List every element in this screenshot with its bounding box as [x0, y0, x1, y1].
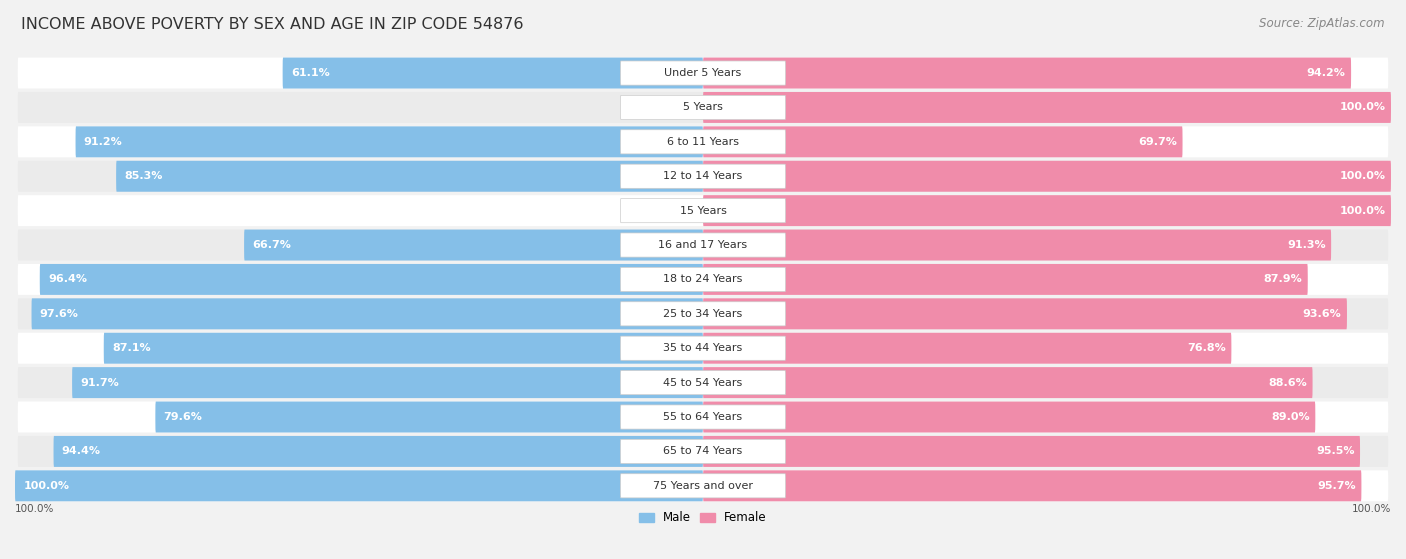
FancyBboxPatch shape: [18, 126, 1388, 157]
Text: 25 to 34 Years: 25 to 34 Years: [664, 309, 742, 319]
FancyBboxPatch shape: [703, 333, 1232, 364]
Text: 100.0%: 100.0%: [24, 481, 69, 491]
Text: 97.6%: 97.6%: [39, 309, 79, 319]
Text: 100.0%: 100.0%: [1351, 504, 1391, 514]
FancyBboxPatch shape: [53, 436, 703, 467]
FancyBboxPatch shape: [245, 230, 703, 260]
FancyBboxPatch shape: [703, 401, 1316, 433]
Text: 100.0%: 100.0%: [1340, 206, 1385, 216]
Text: 75 Years and over: 75 Years and over: [652, 481, 754, 491]
Text: 61.1%: 61.1%: [291, 68, 329, 78]
Text: 95.5%: 95.5%: [1316, 447, 1354, 456]
FancyBboxPatch shape: [76, 126, 703, 157]
FancyBboxPatch shape: [155, 401, 703, 433]
FancyBboxPatch shape: [620, 61, 786, 85]
FancyBboxPatch shape: [15, 470, 703, 501]
FancyBboxPatch shape: [703, 436, 1360, 467]
Text: 76.8%: 76.8%: [1187, 343, 1226, 353]
FancyBboxPatch shape: [117, 161, 703, 192]
FancyBboxPatch shape: [18, 195, 1388, 226]
Text: 12 to 14 Years: 12 to 14 Years: [664, 171, 742, 181]
Text: 89.0%: 89.0%: [1271, 412, 1310, 422]
FancyBboxPatch shape: [18, 436, 1388, 467]
Text: 100.0%: 100.0%: [1340, 102, 1385, 112]
FancyBboxPatch shape: [18, 161, 1388, 192]
FancyBboxPatch shape: [703, 92, 1391, 123]
FancyBboxPatch shape: [703, 470, 1361, 501]
Text: 88.6%: 88.6%: [1268, 378, 1308, 387]
FancyBboxPatch shape: [18, 264, 1388, 295]
Text: 15 Years: 15 Years: [679, 206, 727, 216]
FancyBboxPatch shape: [703, 58, 1351, 88]
Text: 91.7%: 91.7%: [80, 378, 120, 387]
Text: 55 to 64 Years: 55 to 64 Years: [664, 412, 742, 422]
FancyBboxPatch shape: [18, 367, 1388, 398]
FancyBboxPatch shape: [72, 367, 703, 398]
FancyBboxPatch shape: [620, 198, 786, 222]
FancyBboxPatch shape: [18, 299, 1388, 329]
FancyBboxPatch shape: [18, 92, 1388, 123]
Text: 87.9%: 87.9%: [1264, 274, 1302, 285]
FancyBboxPatch shape: [620, 405, 786, 429]
FancyBboxPatch shape: [620, 473, 786, 498]
FancyBboxPatch shape: [620, 164, 786, 188]
FancyBboxPatch shape: [620, 302, 786, 326]
Text: 100.0%: 100.0%: [15, 504, 55, 514]
Text: 6 to 11 Years: 6 to 11 Years: [666, 137, 740, 147]
FancyBboxPatch shape: [18, 470, 1388, 501]
FancyBboxPatch shape: [283, 58, 703, 88]
FancyBboxPatch shape: [620, 96, 786, 120]
FancyBboxPatch shape: [18, 401, 1388, 433]
FancyBboxPatch shape: [620, 233, 786, 257]
Text: 5 Years: 5 Years: [683, 102, 723, 112]
Text: INCOME ABOVE POVERTY BY SEX AND AGE IN ZIP CODE 54876: INCOME ABOVE POVERTY BY SEX AND AGE IN Z…: [21, 17, 523, 32]
FancyBboxPatch shape: [620, 439, 786, 463]
Text: 69.7%: 69.7%: [1139, 137, 1177, 147]
FancyBboxPatch shape: [620, 130, 786, 154]
Text: Source: ZipAtlas.com: Source: ZipAtlas.com: [1260, 17, 1385, 30]
FancyBboxPatch shape: [620, 371, 786, 395]
FancyBboxPatch shape: [620, 267, 786, 291]
Legend: Male, Female: Male, Female: [634, 507, 772, 529]
FancyBboxPatch shape: [18, 230, 1388, 260]
FancyBboxPatch shape: [18, 58, 1388, 88]
FancyBboxPatch shape: [104, 333, 703, 364]
FancyBboxPatch shape: [703, 367, 1313, 398]
FancyBboxPatch shape: [703, 230, 1331, 260]
Text: 94.4%: 94.4%: [62, 447, 101, 456]
Text: 85.3%: 85.3%: [124, 171, 163, 181]
Text: Under 5 Years: Under 5 Years: [665, 68, 741, 78]
Text: 94.2%: 94.2%: [1306, 68, 1346, 78]
Text: 66.7%: 66.7%: [252, 240, 291, 250]
FancyBboxPatch shape: [703, 126, 1182, 157]
FancyBboxPatch shape: [31, 299, 703, 329]
Text: 16 and 17 Years: 16 and 17 Years: [658, 240, 748, 250]
FancyBboxPatch shape: [703, 264, 1308, 295]
FancyBboxPatch shape: [18, 333, 1388, 364]
Text: 79.6%: 79.6%: [163, 412, 202, 422]
FancyBboxPatch shape: [620, 336, 786, 361]
FancyBboxPatch shape: [703, 195, 1391, 226]
Text: 100.0%: 100.0%: [1340, 171, 1385, 181]
FancyBboxPatch shape: [39, 264, 703, 295]
Text: 18 to 24 Years: 18 to 24 Years: [664, 274, 742, 285]
Text: 45 to 54 Years: 45 to 54 Years: [664, 378, 742, 387]
Text: 35 to 44 Years: 35 to 44 Years: [664, 343, 742, 353]
Text: 91.2%: 91.2%: [84, 137, 122, 147]
Text: 95.7%: 95.7%: [1317, 481, 1355, 491]
FancyBboxPatch shape: [703, 299, 1347, 329]
Text: 65 to 74 Years: 65 to 74 Years: [664, 447, 742, 456]
Text: 91.3%: 91.3%: [1286, 240, 1326, 250]
Text: 93.6%: 93.6%: [1303, 309, 1341, 319]
Text: 96.4%: 96.4%: [48, 274, 87, 285]
FancyBboxPatch shape: [703, 161, 1391, 192]
Text: 87.1%: 87.1%: [112, 343, 150, 353]
